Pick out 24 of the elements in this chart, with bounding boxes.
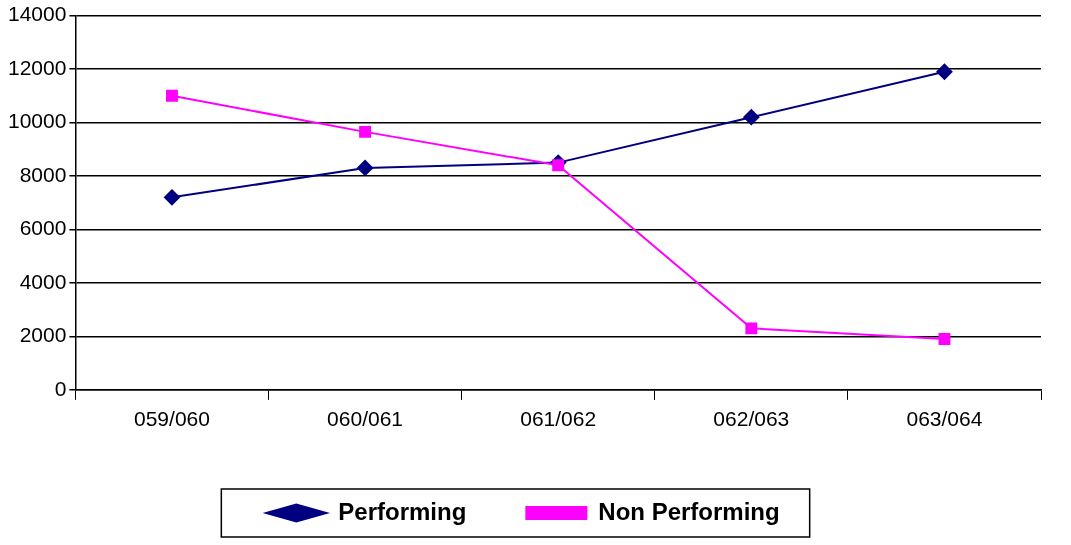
point [936, 63, 953, 80]
legend-label: Performing [338, 497, 467, 525]
point [552, 159, 565, 172]
point [357, 159, 374, 176]
point [166, 89, 178, 102]
y-tick-label: 8000 [19, 162, 67, 186]
x-tick-label: 061/062 [520, 407, 597, 431]
y-tick-label: 10000 [7, 109, 67, 133]
legend-label: Non Performing [598, 497, 780, 525]
y-tick-label: 4000 [19, 269, 67, 293]
x-tick-label: 060/061 [327, 407, 404, 431]
point [359, 125, 372, 138]
y-tick-label: 14000 [7, 2, 67, 26]
y-tick-label: 12000 [7, 55, 67, 79]
x-tick-label: 059/060 [134, 407, 210, 431]
y-tick-label: 2000 [19, 323, 67, 347]
point [745, 322, 758, 335]
x-tick-label: 063/064 [906, 407, 983, 431]
point [743, 109, 760, 126]
x-tick-label: 062/063 [713, 407, 790, 431]
y-tick-label: 0 [54, 376, 67, 400]
y-tick-label: 6000 [19, 216, 67, 240]
point [163, 189, 180, 206]
point [938, 333, 951, 345]
